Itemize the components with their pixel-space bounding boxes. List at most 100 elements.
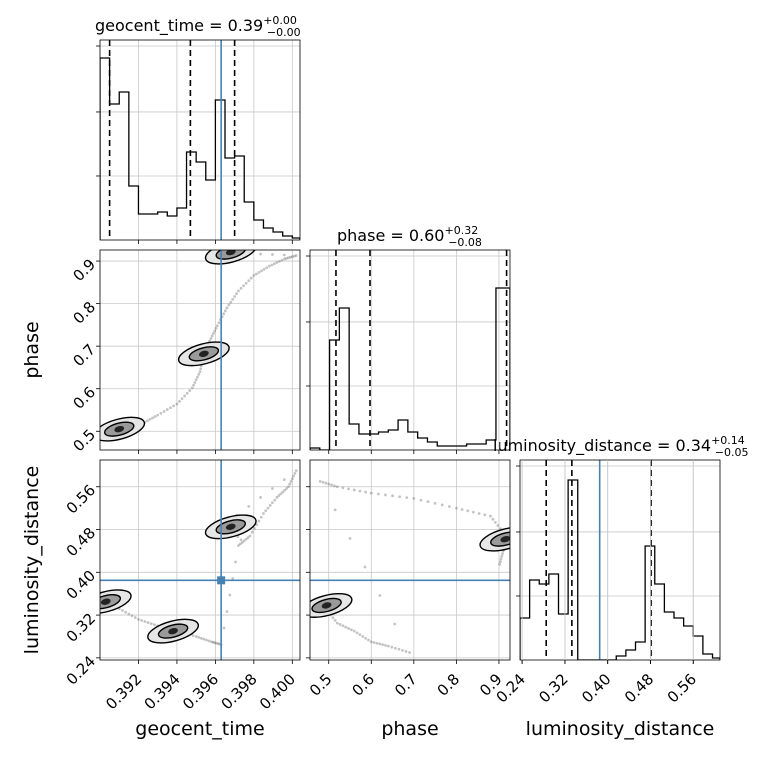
sample-point — [292, 474, 295, 478]
hist-phase-frame — [309, 249, 511, 451]
sample-point — [390, 645, 394, 649]
tick-label-x: 0.5 — [306, 670, 336, 700]
sample-point — [159, 411, 163, 415]
contour-core — [100, 598, 111, 605]
sample-point — [257, 271, 261, 274]
sample-point — [477, 512, 481, 515]
sample-point — [367, 638, 370, 642]
tick-label-x: 0.56 — [664, 670, 700, 706]
sample-point — [381, 643, 385, 647]
sample-point — [327, 482, 331, 486]
sample-point — [347, 627, 350, 630]
sample-point — [498, 562, 502, 566]
sample-point — [331, 616, 335, 620]
tick-label-y: 0.32 — [63, 609, 99, 645]
hist-panel-luminosity_distance — [520, 460, 720, 660]
sample-point — [364, 636, 368, 640]
sample-point — [363, 565, 367, 569]
contour-core — [114, 425, 125, 433]
sample-point — [162, 410, 166, 413]
sample-point — [290, 255, 294, 259]
sample-point — [262, 267, 266, 271]
sample-point — [199, 636, 203, 640]
sample-point — [222, 626, 226, 630]
sample-point — [234, 560, 237, 564]
sample-point — [271, 253, 274, 256]
tick-label-x: 0.8 — [434, 670, 464, 700]
sample-point — [262, 512, 265, 515]
sample-point — [127, 612, 131, 616]
sample-point — [194, 378, 198, 382]
sample-point — [239, 286, 243, 290]
title-phase: phase = 0.60+0.32 −0.08 — [337, 224, 482, 249]
tick-label-y: 0.6 — [69, 383, 99, 413]
sample-point — [270, 263, 274, 267]
sample-point — [140, 619, 144, 622]
sample-point — [376, 492, 380, 496]
hist-panel-phase — [310, 250, 510, 450]
sample-point — [133, 616, 137, 619]
sample-point — [178, 399, 181, 403]
sample-point — [225, 306, 229, 310]
sample-point — [227, 303, 231, 307]
sample-point — [214, 641, 218, 645]
sample-point — [375, 641, 379, 645]
sample-point — [341, 486, 345, 490]
sample-point — [433, 501, 437, 505]
sample-point — [335, 621, 339, 625]
sample-point — [398, 495, 402, 499]
sample-point — [290, 477, 294, 481]
sample-point — [499, 557, 503, 561]
sample-point — [287, 256, 290, 260]
ylabel-luminosity-distance: luminosity_distance — [21, 466, 43, 655]
sample-point — [397, 647, 401, 651]
sample-point — [137, 617, 140, 621]
xlabel-geocent-time: geocent_time — [135, 718, 264, 740]
sample-point — [369, 640, 373, 644]
sample-point — [260, 269, 263, 273]
sample-point — [244, 281, 248, 285]
sample-point — [405, 496, 409, 500]
sample-point — [348, 537, 352, 540]
panel-phase_vs_geocent_time-frame — [99, 249, 301, 451]
sample-point — [272, 262, 276, 266]
sample-point — [460, 508, 464, 511]
sample-point — [285, 256, 288, 260]
sample-point — [266, 506, 270, 510]
sample-point — [214, 326, 218, 330]
sample-point — [282, 253, 286, 257]
sample-point — [259, 515, 263, 519]
sample-point — [228, 593, 232, 597]
sample-point — [244, 537, 248, 541]
sample-point — [188, 389, 192, 392]
sample-point — [197, 372, 201, 376]
sample-point — [240, 540, 244, 544]
sample-point — [277, 494, 281, 498]
sample-point — [175, 402, 179, 406]
sample-point — [207, 639, 211, 643]
sample-point — [246, 536, 250, 539]
sample-point — [250, 530, 254, 534]
sample-point — [121, 609, 124, 612]
title-luminosity-distance: luminosity_distance = 0.34+0.14 −0.05 — [493, 434, 749, 459]
tick-label-x: 0.394 — [141, 670, 184, 713]
sample-point — [153, 415, 157, 418]
sample-point — [275, 261, 279, 264]
sample-point — [211, 640, 215, 644]
sample-point — [500, 554, 504, 558]
sample-point — [202, 637, 206, 641]
sample-point — [191, 634, 195, 637]
sample-point — [292, 254, 296, 258]
panel-luminosity_distance_vs_geocent_time-frame — [99, 459, 301, 661]
sample-point — [215, 324, 219, 328]
tick-label-x: 0.398 — [218, 670, 261, 713]
sample-point — [393, 622, 397, 626]
sample-point — [358, 633, 362, 637]
sample-point — [324, 481, 328, 485]
sample-point — [289, 479, 293, 483]
sample-point — [338, 623, 342, 626]
sample-point — [235, 292, 238, 296]
sample-point — [271, 501, 274, 505]
tick-label-y: 0.56 — [63, 481, 99, 517]
sample-point — [239, 538, 243, 542]
